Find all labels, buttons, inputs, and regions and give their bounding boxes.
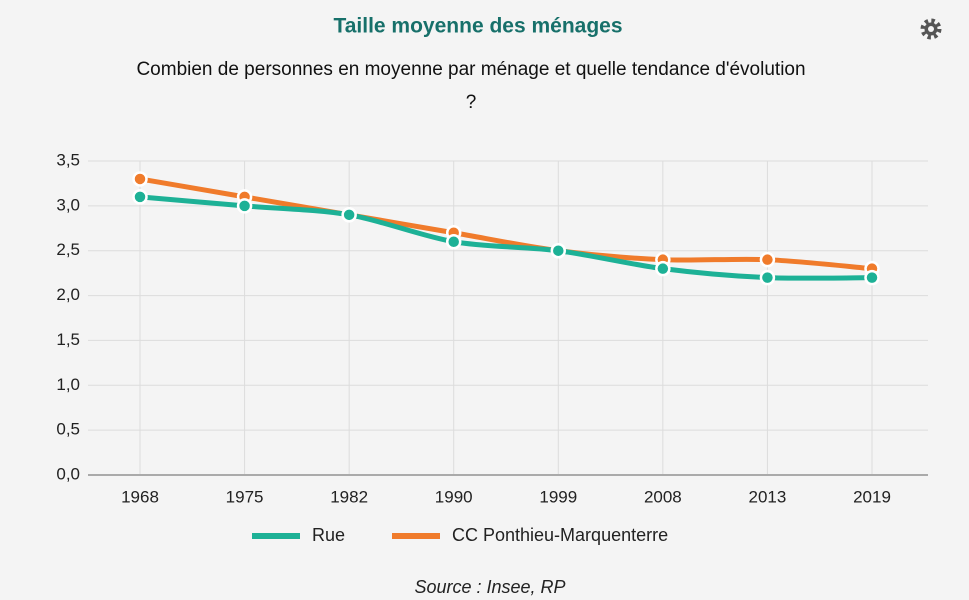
point	[864, 269, 880, 286]
chart-title: Taille moyenne des ménages	[333, 15, 622, 38]
x-tick-label: 1968	[121, 487, 159, 506]
x-tick-label: 2019	[853, 487, 891, 506]
line	[139, 194, 873, 281]
point	[132, 171, 148, 187]
point	[236, 198, 253, 214]
point	[132, 189, 148, 205]
y-tick-label: 0,0	[56, 464, 80, 483]
x-tick-label: 2008	[644, 487, 682, 506]
point	[759, 251, 776, 268]
y-tick-label: 3,5	[56, 150, 80, 169]
x-tick-label: 2013	[749, 487, 787, 506]
y-tick-label: 1,5	[56, 330, 80, 349]
source: Source : Insee, RP	[414, 577, 565, 597]
y-tick-label: 0,5	[56, 420, 80, 439]
x-tick-label: 1990	[435, 487, 473, 506]
x-tick-label: 1999	[539, 487, 577, 506]
x-tick-label: 1982	[330, 487, 368, 506]
point	[445, 233, 462, 250]
y-tick-label: 2,5	[56, 240, 80, 259]
point	[655, 260, 671, 277]
chart-subtitle: Combien de personnes en moyenne par ména…	[136, 59, 805, 80]
y-tick-label: 2,0	[56, 285, 80, 304]
line	[139, 176, 873, 272]
point	[341, 207, 357, 223]
chart-subtitle: ?	[466, 92, 477, 113]
point	[550, 242, 567, 259]
legend-label: CC Ponthieu-Marquenterre	[452, 525, 668, 545]
y-tick-label: 3,0	[56, 195, 80, 214]
legend-label: Rue	[312, 525, 345, 545]
settings-icon[interactable]	[920, 18, 942, 40]
x-tick-label: 1975	[226, 487, 264, 506]
y-tick-label: 1,0	[56, 375, 80, 394]
point	[759, 269, 776, 286]
